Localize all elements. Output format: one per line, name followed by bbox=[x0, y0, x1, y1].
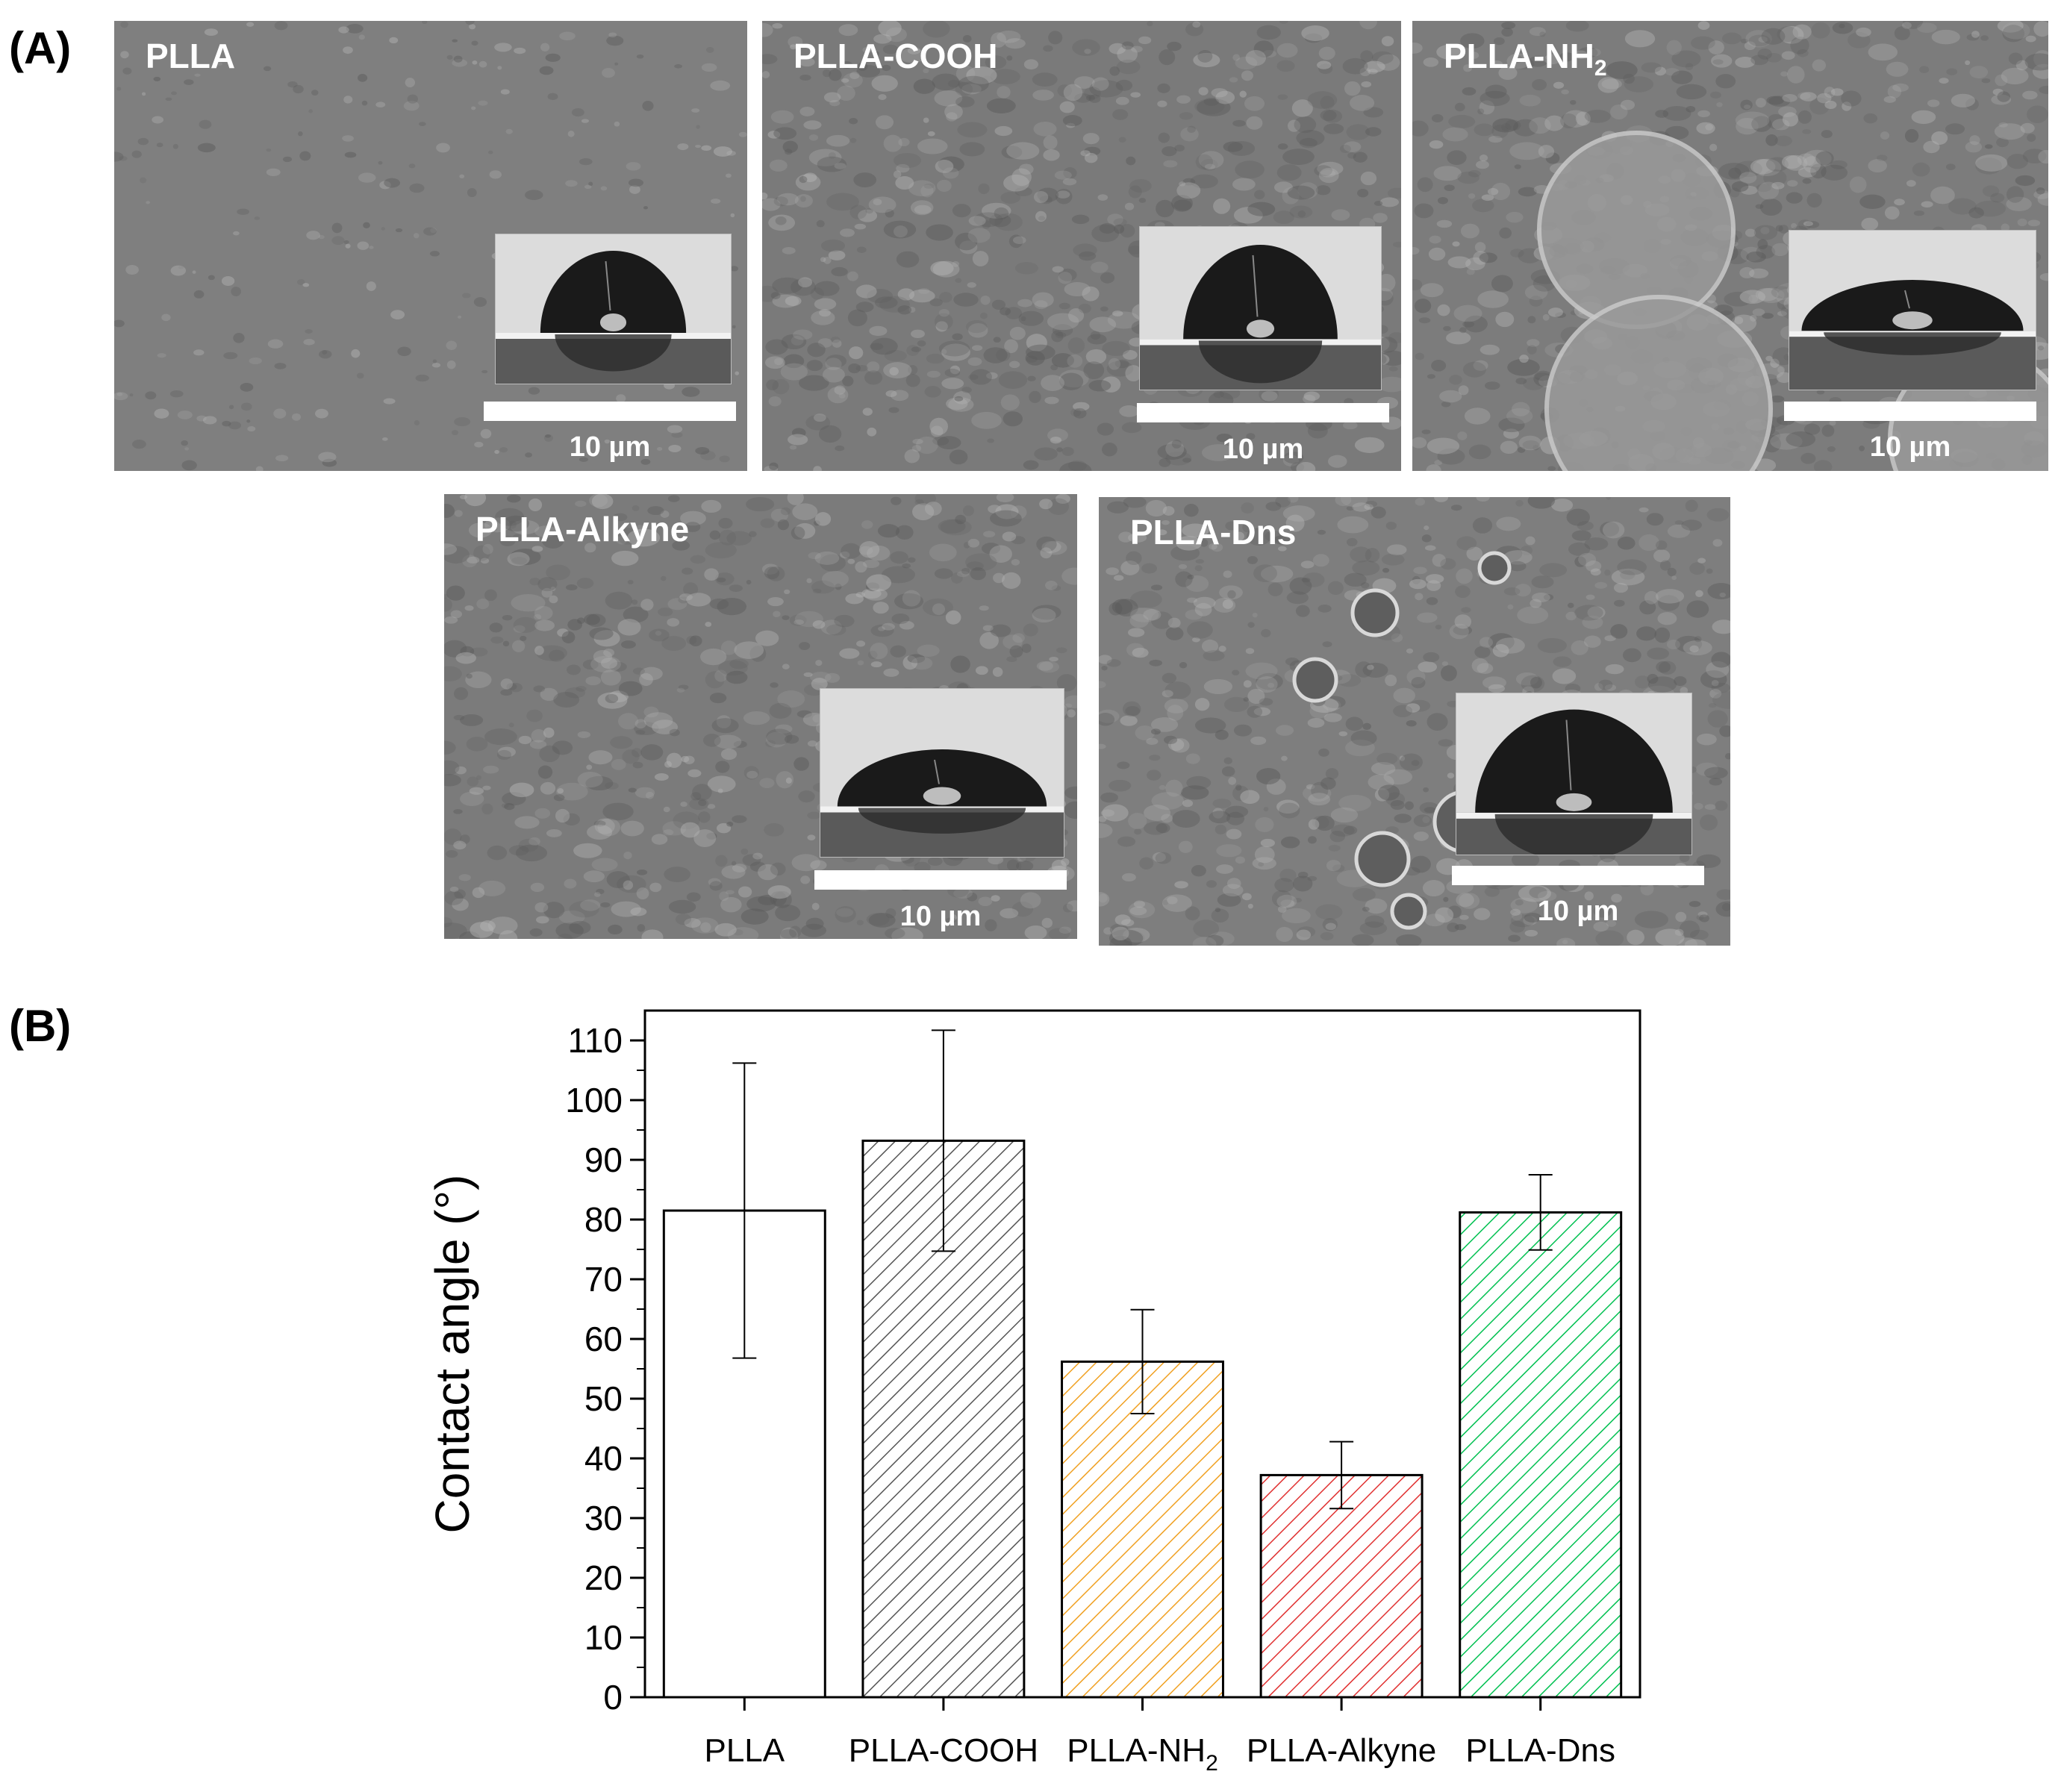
x-tick-label: PLLA-COOH bbox=[849, 1732, 1038, 1769]
droplet-icon bbox=[496, 234, 731, 384]
droplet-inset bbox=[820, 688, 1064, 858]
error-bar-plla-cooh bbox=[931, 1029, 955, 1252]
sem-label: PLLA-COOH bbox=[793, 37, 998, 75]
sem-label: PLLA-Dns bbox=[1130, 513, 1297, 552]
error-bar-plla-dns bbox=[1528, 1174, 1553, 1251]
x-tick-label: PLLA bbox=[704, 1732, 785, 1769]
sem-image-plla-dns: PLLA-Dns 10 µm bbox=[1099, 497, 1730, 946]
panel-label-a: (A) bbox=[9, 23, 72, 73]
scale-bar bbox=[1452, 866, 1704, 885]
droplet-icon bbox=[820, 689, 1064, 857]
scale-bar-label: 10 µm bbox=[1222, 434, 1304, 465]
bar-plla-nh2 bbox=[1061, 1360, 1224, 1699]
droplet-icon bbox=[1456, 693, 1691, 855]
sem-image-plla-nh2: PLLA-NH2 10 µm bbox=[1412, 21, 2048, 471]
sem-label: PLLA-NH2 bbox=[1444, 37, 1607, 81]
sem-image-plla-cooh: PLLA-COOH 10 µm bbox=[762, 21, 1401, 471]
y-tick-label: 0 bbox=[603, 1678, 623, 1717]
scale-bar bbox=[1137, 403, 1389, 422]
sem-label-subscript: 2 bbox=[1594, 56, 1607, 81]
y-tick-label: 90 bbox=[584, 1140, 623, 1179]
y-tick-label: 10 bbox=[584, 1618, 623, 1657]
sem-texture bbox=[1099, 497, 1730, 946]
bar-plla-dns bbox=[1459, 1211, 1623, 1699]
y-tick-label: 50 bbox=[584, 1379, 623, 1418]
sem-image-plla-alkyne: PLLA-Alkyne 10 µm bbox=[444, 494, 1077, 939]
y-tick-label: 80 bbox=[584, 1200, 623, 1239]
sem-label: PLLA-Alkyne bbox=[476, 510, 690, 549]
x-tick-label: PLLA-Alkyne bbox=[1247, 1732, 1436, 1769]
x-tick-label: PLLA-NH2 bbox=[1067, 1732, 1218, 1776]
scale-bar bbox=[1784, 402, 2036, 421]
error-bar-plla-nh2 bbox=[1130, 1308, 1155, 1414]
sem-image-plla: PLLA 10 µm bbox=[114, 21, 747, 471]
x-tick-label: PLLA-Dns bbox=[1465, 1732, 1615, 1769]
scale-bar-label: 10 µm bbox=[899, 901, 982, 932]
droplet-inset bbox=[1139, 226, 1382, 390]
scale-bar-label: 10 µm bbox=[1537, 896, 1619, 927]
y-axis-label: Contact angle (°) bbox=[425, 1175, 479, 1534]
droplet-inset bbox=[1456, 693, 1692, 855]
scale-bar bbox=[484, 402, 736, 421]
y-tick-label: 110 bbox=[568, 1021, 623, 1060]
bar-plla-alkyne bbox=[1259, 1473, 1424, 1699]
contact-angle-chart: 0 10 20 30 40 50 60 70 80 90 100 110 Contact angle (… bbox=[425, 1009, 1641, 1776]
y-tick-label: 60 bbox=[584, 1320, 623, 1358]
sem-label: PLLA bbox=[146, 37, 236, 75]
scale-bar bbox=[814, 870, 1067, 890]
error-bar-plla-alkyne bbox=[1329, 1440, 1354, 1510]
y-tick-label: 20 bbox=[584, 1558, 623, 1597]
droplet-inset bbox=[1789, 230, 2036, 390]
scale-bar-label: 10 µm bbox=[1869, 431, 1951, 463]
y-tick-label: 40 bbox=[584, 1439, 623, 1478]
y-tick-label: 100 bbox=[565, 1081, 623, 1120]
error-bar-plla bbox=[732, 1062, 757, 1359]
droplet-icon bbox=[1789, 231, 2036, 390]
y-tick-label: 70 bbox=[584, 1260, 623, 1299]
droplet-icon bbox=[1140, 227, 1381, 390]
scale-bar-label: 10 µm bbox=[569, 431, 651, 463]
y-tick-label: 30 bbox=[584, 1499, 623, 1537]
droplet-inset bbox=[495, 234, 732, 384]
panel-label-b: (B) bbox=[9, 1001, 72, 1051]
